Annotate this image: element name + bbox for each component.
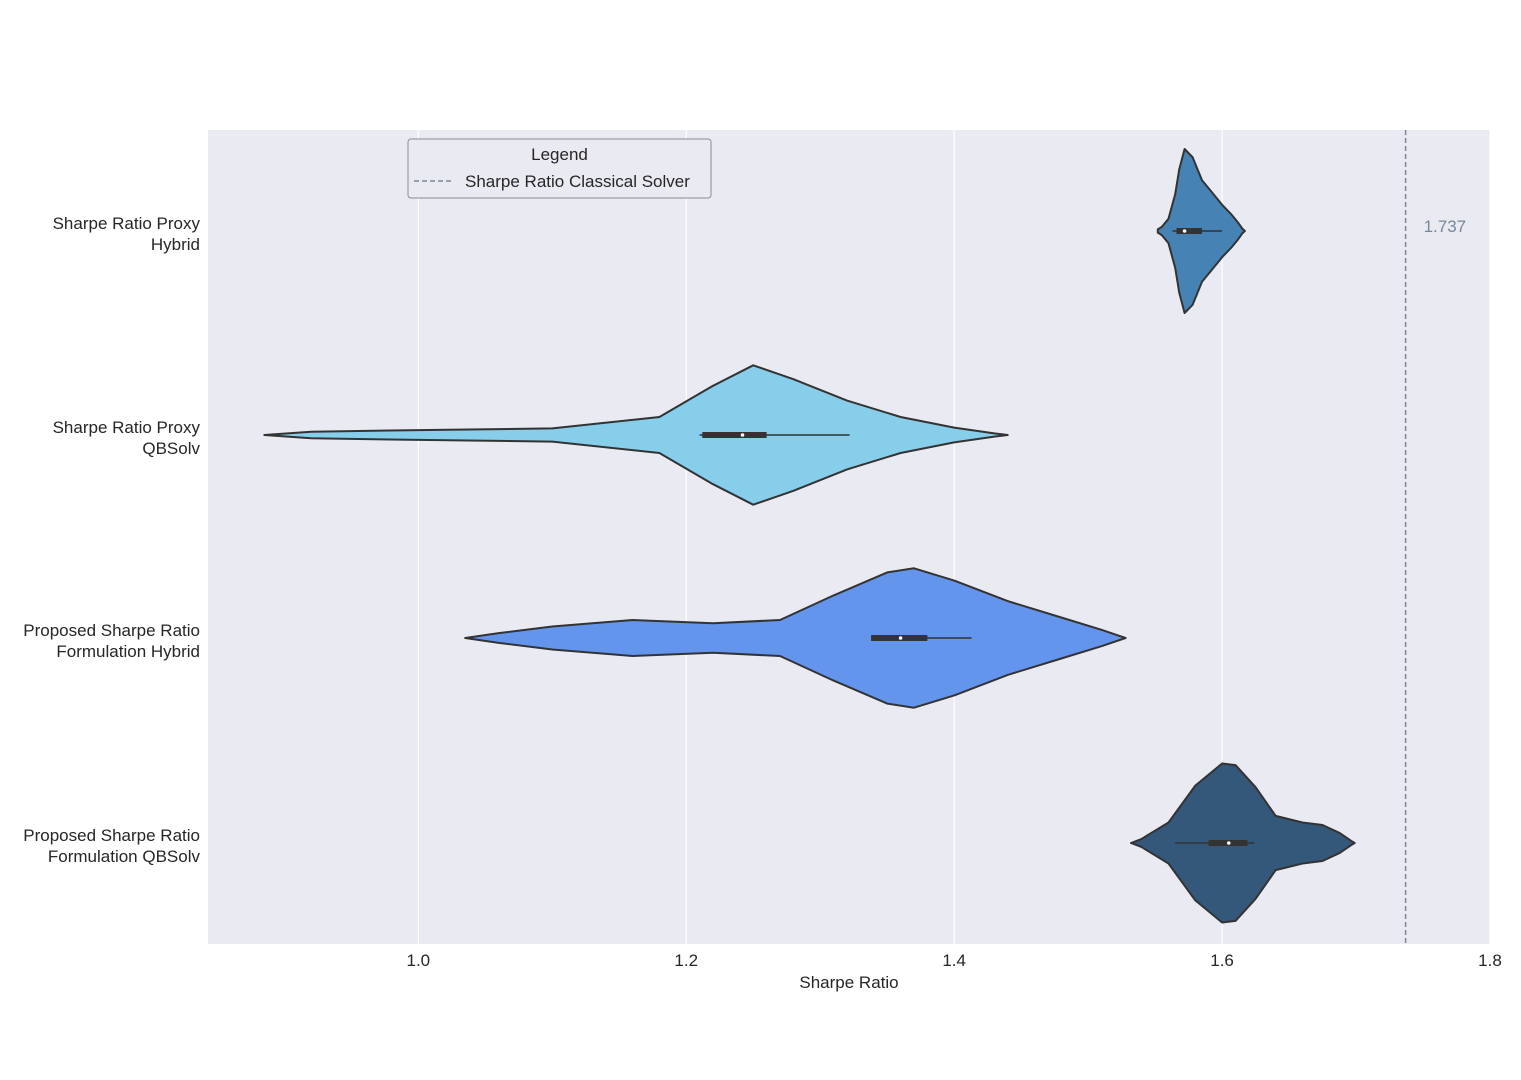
- x-axis-ticks: 1.0 1.2 1.4 1.6 1.8: [406, 951, 1501, 970]
- y-axis-category-labels: Sharpe Ratio Proxy Hybrid Sharpe Ratio Pro…: [23, 214, 200, 866]
- x-tick-label: 1.8: [1478, 951, 1502, 970]
- plot-background: [208, 130, 1490, 944]
- y-category-label: Proposed Sharpe Ratio: [23, 826, 200, 845]
- x-tick-label: 1.4: [942, 951, 966, 970]
- reference-line-label: 1.737: [1424, 217, 1467, 236]
- legend: Legend Sharpe Ratio Classical Solver: [407, 138, 712, 199]
- legend-title: Legend: [531, 145, 588, 164]
- violin-body: [263, 364, 1009, 506]
- x-tick-label: 1.6: [1210, 951, 1234, 970]
- legend-frame: [407, 138, 712, 199]
- violin-median-dot: [1182, 229, 1187, 233]
- violin-median-dot: [898, 636, 903, 640]
- y-category-label: Formulation QBSolv: [48, 847, 201, 866]
- grid-lines: [417, 130, 1491, 944]
- y-category-label: Proposed Sharpe Ratio: [23, 621, 200, 640]
- violin-median-dot: [1226, 841, 1231, 845]
- violin-body: [464, 567, 1127, 709]
- violin-iqr-box: [1176, 228, 1202, 234]
- violins: [263, 148, 1356, 924]
- y-category-label: Formulation Hybrid: [56, 642, 200, 661]
- x-tick-label: 1.0: [406, 951, 430, 970]
- reference-line-group: 1.737: [1404, 130, 1467, 944]
- x-axis-title: Sharpe Ratio: [799, 973, 898, 992]
- y-category-label: Sharpe Ratio Proxy: [53, 214, 201, 233]
- y-category-label: Hybrid: [151, 235, 200, 254]
- y-category-label: QBSolv: [142, 439, 200, 458]
- violin-iqr-box: [702, 432, 767, 438]
- x-tick-label: 1.2: [674, 951, 698, 970]
- legend-entry-label: Sharpe Ratio Classical Solver: [465, 172, 690, 191]
- y-category-label: Sharpe Ratio Proxy: [53, 418, 201, 437]
- violin-median-dot: [740, 433, 745, 437]
